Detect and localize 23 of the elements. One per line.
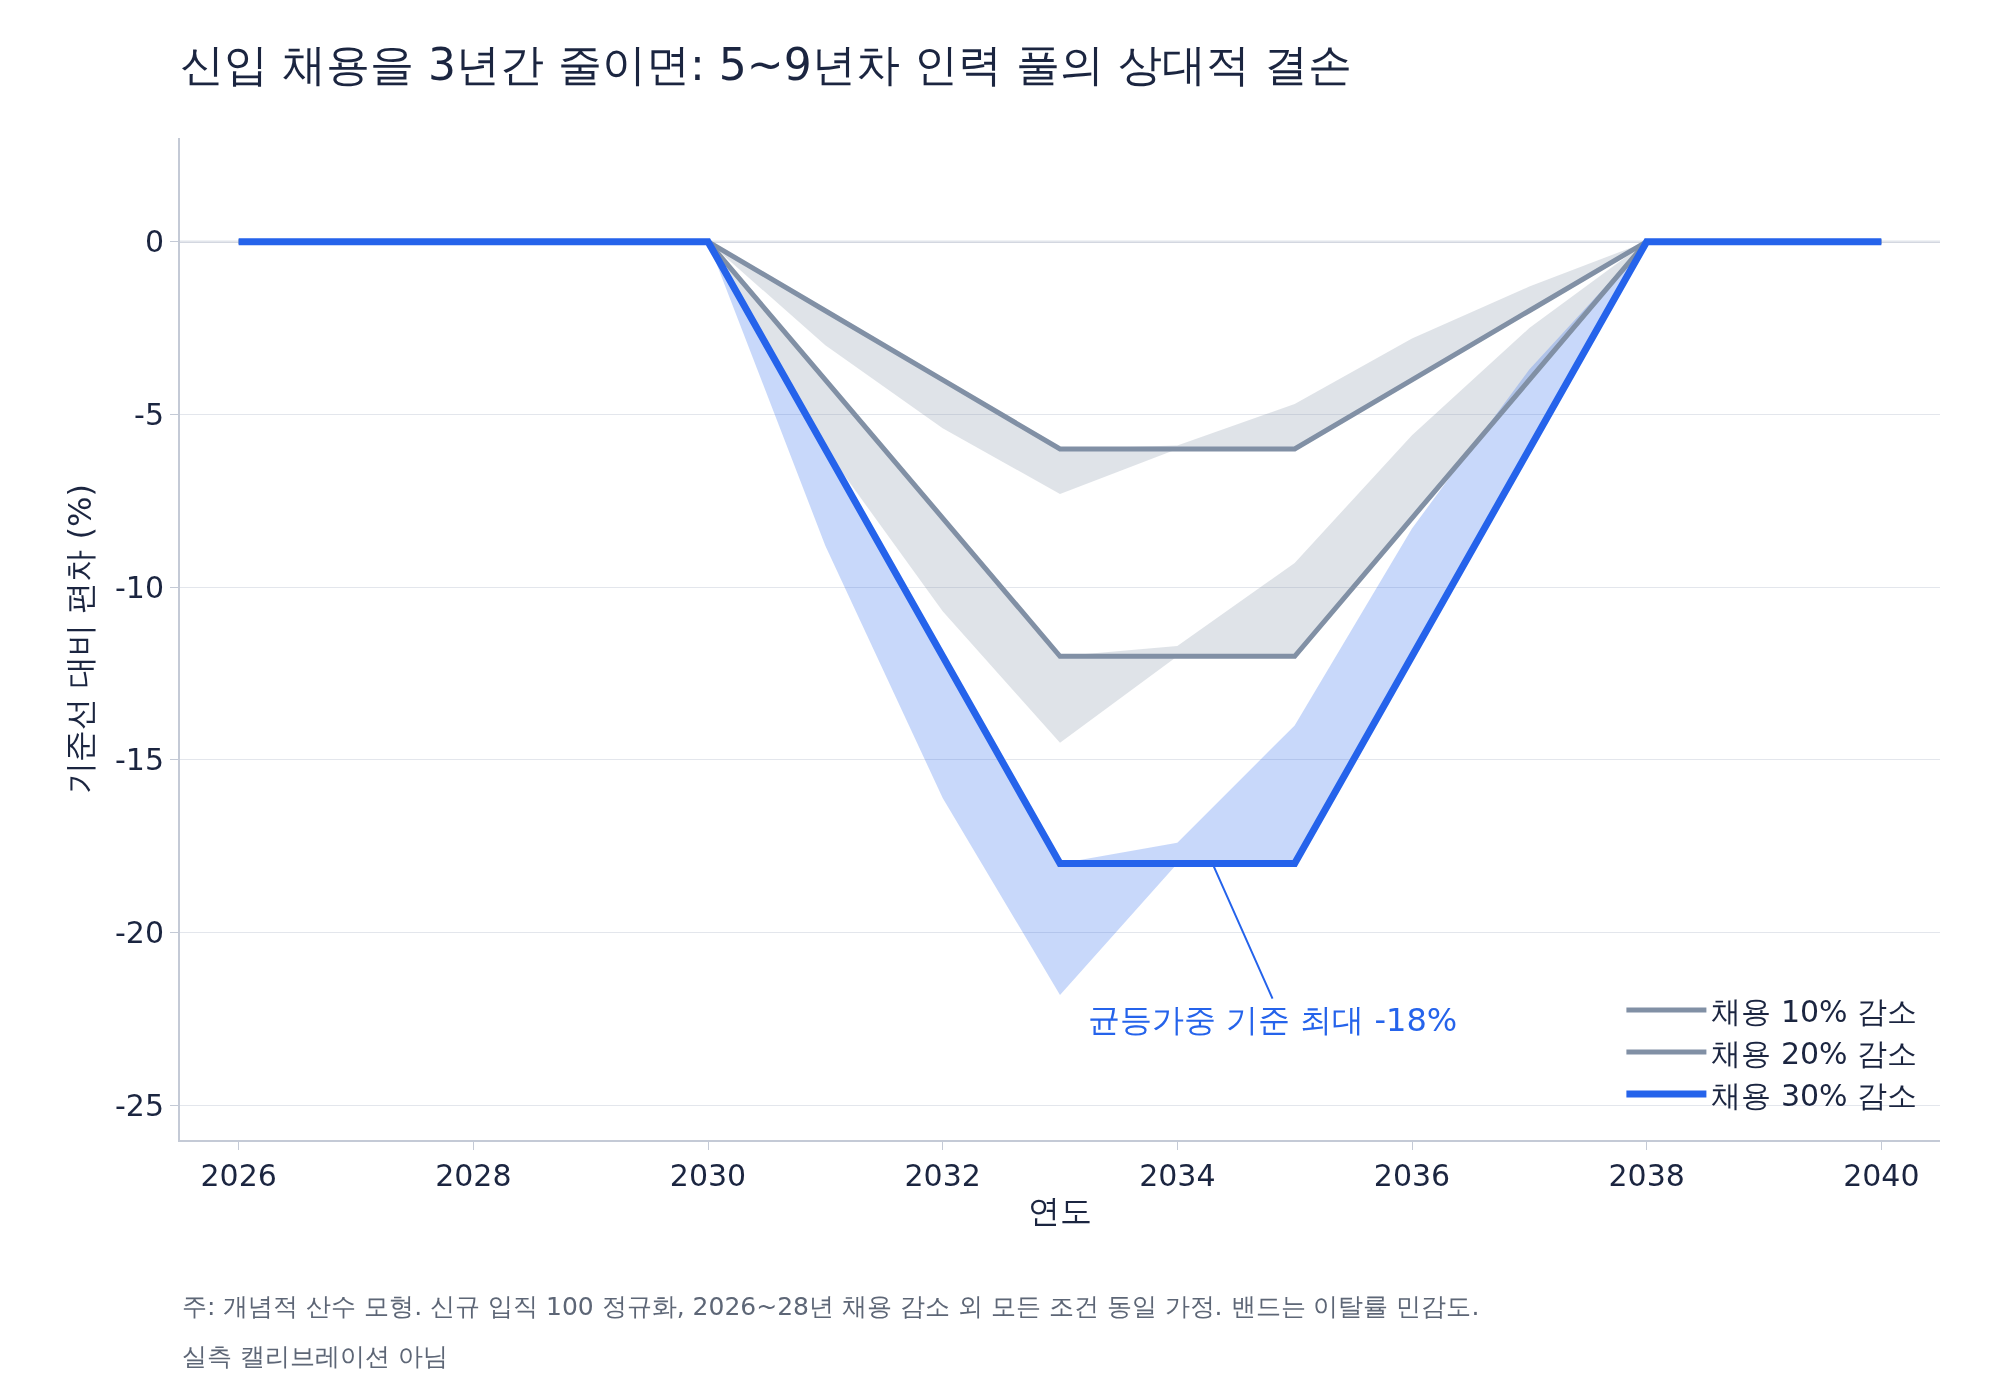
- x-tick-label: 2030: [669, 1158, 747, 1193]
- text: 실측 캘리브레이션 아님: [182, 1342, 448, 1371]
- y-tick-label: -15: [115, 742, 164, 778]
- chart-title: 신입 채용을 3년간 줄이면: 5~9년차 인력 풀의 상대적 결손: [180, 38, 1352, 90]
- legend-label: 채용 30% 감소: [1711, 1077, 1918, 1113]
- legend-label: 채용 20% 감소: [1711, 1035, 1918, 1071]
- legend-label: 채용 10% 감소: [1711, 993, 1918, 1029]
- y-tick-label: -10: [115, 569, 164, 605]
- x-tick-label: 2028: [435, 1158, 512, 1193]
- x-tick-label: 2036: [1373, 1158, 1451, 1193]
- x-axis-title: 연도: [1028, 1192, 1092, 1231]
- annotation: 균등가중 기준 최대 -18%: [1088, 1001, 1458, 1039]
- x-tick-label: 2026: [200, 1158, 277, 1193]
- x-tick-label: 2034: [1139, 1158, 1216, 1193]
- y-tick-label: 0: [144, 224, 164, 260]
- y-axis-title: 기준선 대비 편차 (%): [60, 484, 99, 794]
- x-tick-label: 2040: [1843, 1158, 1920, 1193]
- x-tick-label: 2038: [1608, 1158, 1685, 1193]
- text: 주: 개념적 산수 모형. 신규 입직 100 정규화, 2026~28년 채용 감소 외 모든 조건 동일 가정. 밴드는 이탈률 민감도.: [182, 1292, 1480, 1321]
- y-tick-label: -25: [115, 1087, 164, 1123]
- x-tick-label: 2032: [904, 1158, 981, 1193]
- y-tick-label: -5: [134, 396, 164, 432]
- y-tick-label: -20: [115, 915, 164, 951]
